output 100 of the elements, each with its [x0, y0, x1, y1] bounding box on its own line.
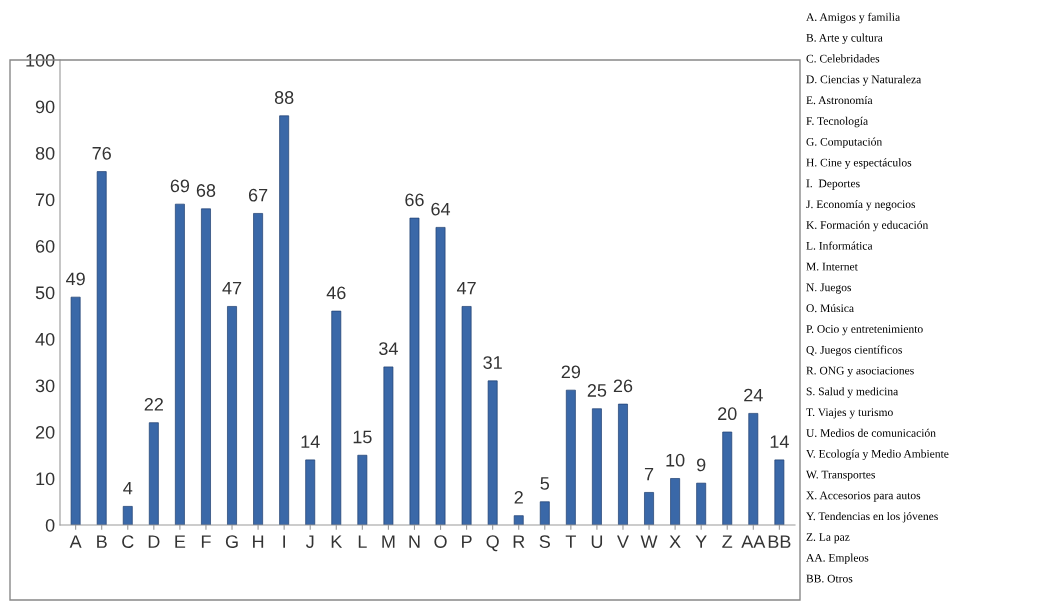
x-tick-label: T	[565, 535, 576, 548]
text: K. Formación y educación	[806, 220, 929, 232]
x-tick-label: H	[253, 535, 264, 548]
text: B. Arte y cultura	[806, 33, 883, 45]
bar	[670, 478, 681, 525]
text: BB. Otros	[806, 574, 853, 583]
text: M. Internet	[806, 262, 858, 271]
x-tick-label: L	[358, 535, 367, 548]
bar	[331, 310, 342, 525]
text: T. Viajes y turismo	[806, 408, 893, 419]
data-label: 67	[248, 188, 268, 202]
bar	[70, 296, 81, 525]
x-tick-label: Z	[722, 535, 733, 548]
x-tick-label: Q	[486, 535, 499, 552]
text: S. Salud y medicina	[806, 387, 899, 398]
x-tick-label: F	[201, 535, 211, 548]
x-tick-label: K	[331, 535, 343, 548]
x-tick-label: Y	[695, 535, 707, 548]
bar	[722, 431, 733, 525]
bar	[644, 492, 654, 525]
data-label: 2	[514, 491, 523, 504]
text: L. Informática	[806, 241, 873, 250]
bar	[357, 454, 368, 525]
bar	[201, 208, 211, 525]
bar	[513, 515, 524, 525]
data-label: 9	[697, 458, 706, 472]
text: Q. Juegos científicos	[806, 345, 902, 357]
data-label: 34	[379, 342, 398, 355]
text: U. Medios de comunicación	[806, 428, 936, 437]
data-label: 20	[718, 407, 737, 421]
bar	[174, 203, 185, 525]
bar	[227, 306, 237, 525]
x-tick-label: C	[122, 535, 134, 548]
x-tick-label: V	[617, 535, 629, 548]
text: W. Transportes	[806, 470, 875, 481]
x-tick-label: P	[462, 535, 472, 548]
text: X. Accesorios para autos	[806, 491, 921, 502]
text: A. Amigos y familia	[806, 12, 900, 24]
x-tick-label: O	[434, 535, 447, 548]
data-label: 46	[326, 286, 346, 300]
y-tick-label: 100	[26, 53, 55, 67]
bar	[461, 306, 472, 525]
data-label: 5	[540, 477, 550, 490]
data-label: 66	[405, 193, 424, 207]
data-label: 10	[666, 453, 685, 467]
text: E. Astronomía	[806, 95, 873, 105]
x-tick-label: J	[305, 535, 314, 548]
x-tick-label: G	[225, 535, 238, 548]
x-tick-label: X	[669, 535, 681, 548]
data-label: 14	[770, 435, 789, 448]
bar	[774, 459, 785, 525]
bar	[539, 501, 550, 525]
y-tick-label: 20	[35, 425, 55, 439]
bar	[565, 389, 576, 525]
data-label: 29	[561, 365, 581, 379]
x-tick-label: M	[382, 535, 395, 548]
data-label: 68	[196, 184, 216, 197]
text: I. Deportes	[806, 179, 860, 190]
x-tick-label: R	[513, 535, 525, 548]
bar	[487, 380, 498, 525]
data-label: 47	[456, 281, 476, 295]
y-tick-label: 90	[35, 100, 55, 114]
data-label: 76	[92, 146, 111, 160]
text: D. Ciencias y Naturaleza	[806, 75, 922, 86]
bar	[279, 115, 290, 525]
x-tick-label: A	[69, 535, 82, 548]
bar	[305, 459, 316, 525]
bar	[409, 217, 420, 525]
data-label: 47	[222, 281, 242, 295]
bar	[696, 482, 707, 525]
bar	[618, 403, 628, 525]
text: P. Ocio y entretenimiento	[806, 325, 923, 336]
text: N. Juegos	[806, 283, 852, 294]
text: AA. Empleos	[806, 553, 869, 565]
text: H. Cine y espectáculos	[806, 158, 912, 169]
x-tick-label: AA	[741, 535, 766, 548]
x-tick-label: N	[409, 535, 420, 548]
x-tick-label: U	[591, 535, 603, 548]
x-tick-label: B	[97, 535, 107, 548]
text: O. Música	[806, 303, 854, 313]
data-label: 69	[170, 179, 190, 193]
data-label: 25	[587, 384, 607, 397]
data-label: 7	[644, 467, 654, 481]
bar	[122, 506, 133, 525]
x-tick-label: I	[283, 535, 285, 548]
x-tick-label: BB	[768, 535, 791, 548]
text: R. ONG y asociaciones	[806, 366, 914, 377]
y-tick-label: 50	[35, 286, 55, 300]
data-label: 24	[744, 388, 763, 402]
data-label: 14	[301, 435, 320, 448]
bar	[748, 413, 759, 525]
x-tick-label: D	[148, 535, 160, 548]
text: V. Ecología y Medio Ambiente	[806, 449, 949, 461]
bar	[435, 227, 446, 525]
y-tick-label: 40	[35, 332, 55, 346]
x-tick-label: W	[640, 535, 658, 548]
bar	[253, 213, 263, 525]
bar	[148, 422, 159, 525]
y-tick-label: 70	[35, 193, 55, 207]
data-label: 15	[353, 430, 372, 444]
